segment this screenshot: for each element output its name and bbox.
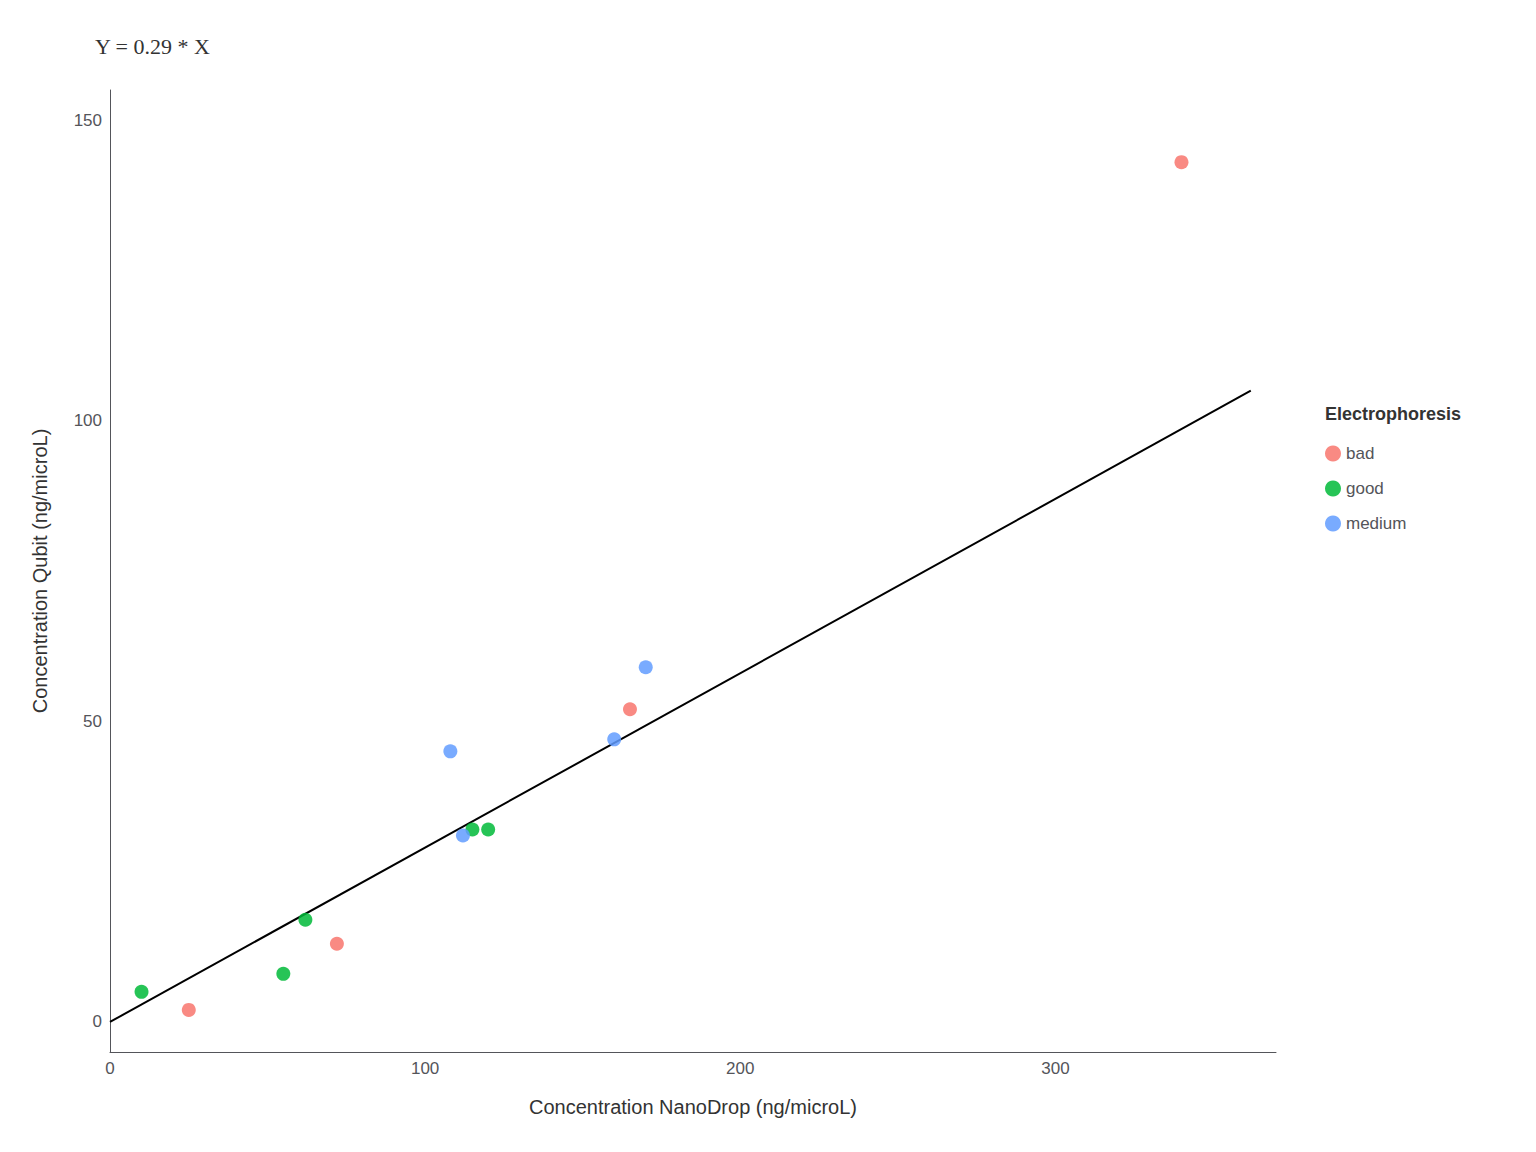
svg-text:medium: medium [1346,514,1406,533]
svg-text:200: 200 [726,1059,754,1078]
svg-text:0: 0 [93,1012,102,1031]
svg-text:50: 50 [83,712,102,731]
svg-text:0: 0 [105,1059,114,1078]
svg-text:Concentration Qubit (ng/microL: Concentration Qubit (ng/microL) [29,429,51,714]
svg-text:150: 150 [74,111,102,130]
svg-text:Electrophoresis: Electrophoresis [1325,404,1461,424]
svg-text:bad: bad [1346,444,1374,463]
svg-text:100: 100 [411,1059,439,1078]
svg-text:300: 300 [1041,1059,1069,1078]
svg-text:100: 100 [74,411,102,430]
svg-text:Concentration NanoDrop (ng/mic: Concentration NanoDrop (ng/microL) [529,1096,857,1118]
svg-text:good: good [1346,479,1384,498]
svg-text:Y = 0.29 * X: Y = 0.29 * X [95,34,210,59]
